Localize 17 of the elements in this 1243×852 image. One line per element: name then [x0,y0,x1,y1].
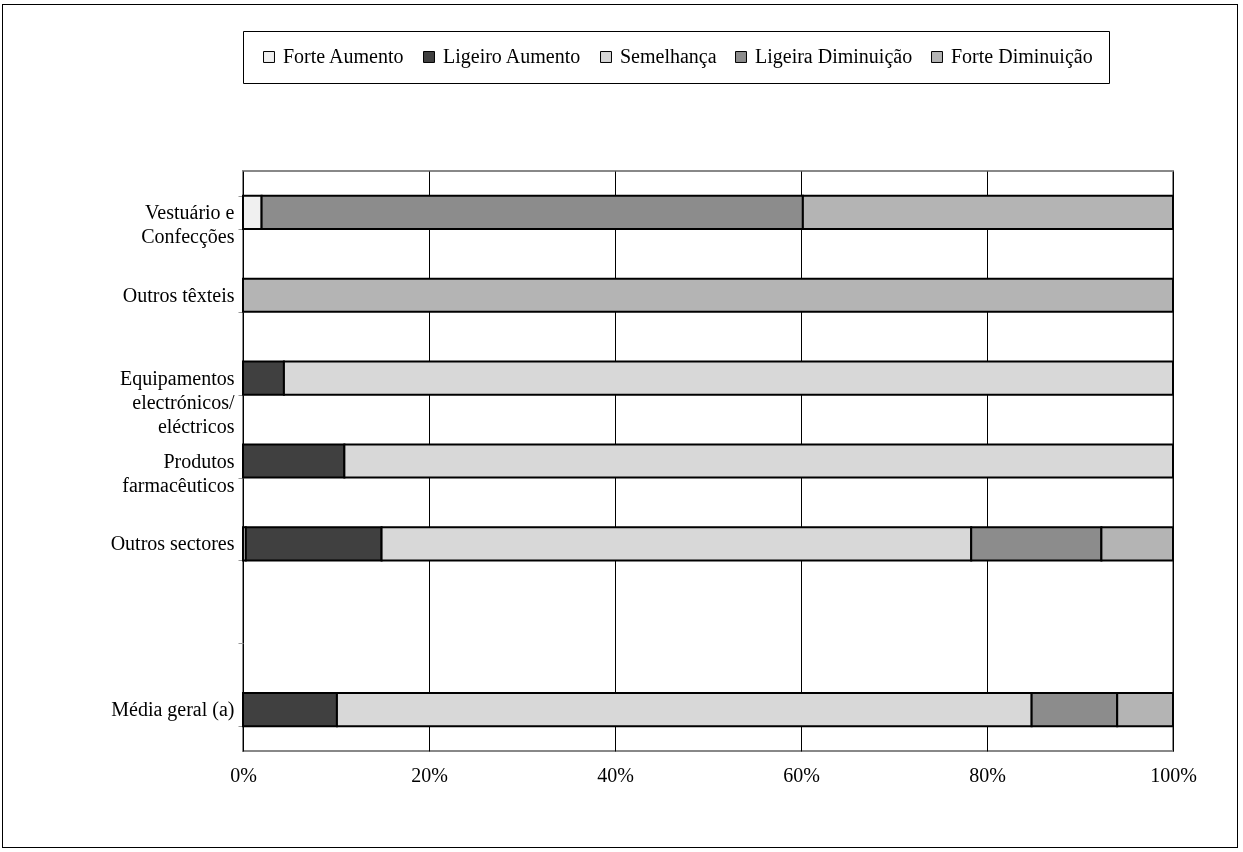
legend-label: Ligeiro Aumento [443,45,581,68]
y-tick-label: Produtos farmacêuticos [122,449,235,496]
legend-label: Forte Diminuição [951,45,1093,68]
legend-label: Ligeira Diminuição [755,45,913,68]
y-tick-label: Média geral (a) [111,698,235,722]
legend-label: Forte Aumento [283,45,404,67]
y-tick-label: Outros sectores [110,532,235,555]
y-tick-label: Vestuário e Confecções [141,200,235,248]
x-tick-label: 40% [597,763,634,786]
x-tick-label: 0% [230,763,257,786]
x-tick-label: 100% [1150,763,1197,786]
y-tick-label: Outros têxteis [122,283,235,306]
x-tick-label: 20% [411,763,448,786]
legend-label: Semelhança [620,45,717,68]
x-tick-label: 60% [783,763,820,786]
y-tick-label: Equipamentos electrónicos/ eléctricos [120,366,235,437]
x-tick-label: 80% [969,763,1006,786]
